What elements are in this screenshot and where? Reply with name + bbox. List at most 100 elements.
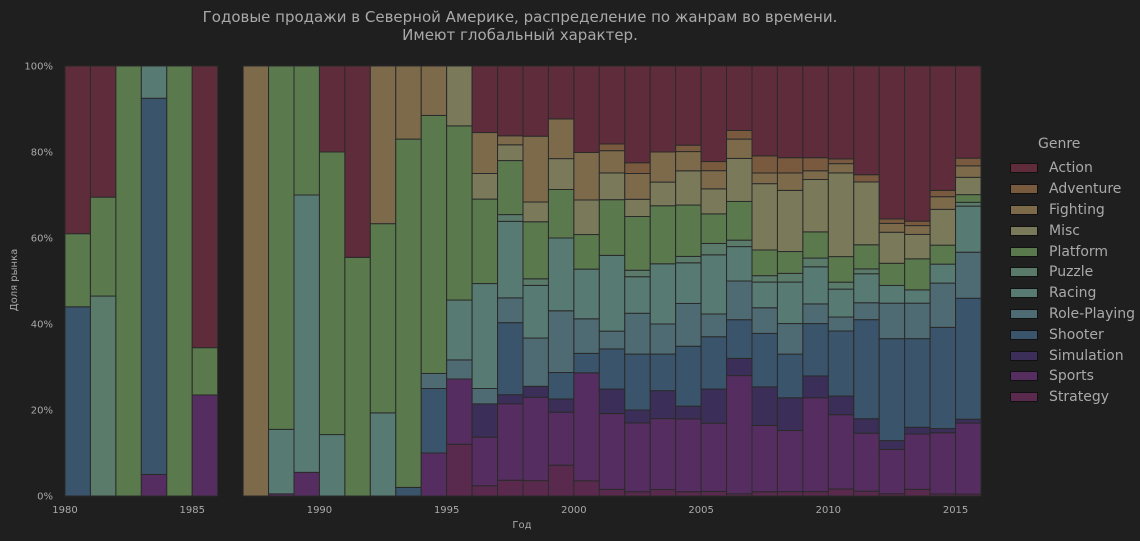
bar-segment-1983-sports [140,474,168,497]
bar-segment-1990-racing [318,434,346,497]
bar-segment-2015-shooter [955,297,982,420]
bar-segment-1996-simulation [471,403,499,438]
bar-segment-2001-sports [598,413,626,490]
bar-segment-1999-fighting [547,118,575,160]
bar-segment-2011-adventure [853,174,880,183]
legend-label-fighting: Fighting [1049,201,1105,218]
legend-label-action: Action [1049,160,1093,177]
bar-segment-2007-platform [751,249,778,277]
bar-segment-2006-adventure [726,130,753,140]
bar-segment-2007-misc [751,183,778,251]
bar-segment-1985-sports [191,394,219,497]
bar-segment-2004-shooter [675,345,702,407]
legend-swatch-fighting [1010,204,1038,215]
bar-segment-2003-sports [649,418,677,491]
bar-segment-2012-role-playing [878,302,906,340]
y-tick-20: 20% [31,406,53,417]
bar-segment-2006-action [726,65,753,131]
bar-segment-1998-sports [522,396,549,482]
bar-segment-2010-shooter [827,330,855,397]
legend-item-fighting: Fighting [1010,200,1135,221]
bar-segment-1994-platform [420,114,448,374]
bar-segment-2000-action [573,65,600,153]
bar-segment-2008-adventure [776,157,804,174]
bar-segment-1997-sports [497,403,524,481]
y-tick-80: 80% [31,148,53,159]
bar-segment-2007-strategy [751,491,778,497]
bar-segment-2015-simulation [955,418,982,424]
bar-segment-2007-simulation [751,386,778,426]
bar-segment-1999-role-playing [547,310,575,374]
y-tick-0: 0% [37,492,53,503]
bar-segment-2001-action [598,65,626,145]
bars-group [64,65,982,497]
bar-segment-2005-shooter [700,336,728,390]
bar-segment-2002-puzzle [624,269,651,278]
bar-segment-1981-action [89,65,117,198]
bar-segment-1998-platform [522,221,549,280]
bar-segment-2013-simulation [904,426,931,435]
y-axis-label: Доля рынка [9,249,20,311]
bar-segment-2003-misc [649,181,677,207]
bar-segment-1998-misc [522,201,549,223]
bar-segment-1991-platform [344,256,371,497]
bar-segment-2009-adventure [802,157,829,172]
bar-segment-2006-fighting [726,138,753,159]
bar-segment-1997-strategy [497,479,524,497]
bar-segment-2001-misc [598,172,626,201]
bar-segment-2007-action [751,65,778,157]
bar-segment-1980-platform [64,233,91,308]
bar-segment-1980-shooter [64,306,91,497]
bar-segment-1980-action [64,65,91,235]
bar-segment-2001-shooter [598,348,626,390]
bar-segment-1997-misc [497,144,524,162]
bar-segment-2013-shooter [904,338,931,428]
bar-segment-1983-shooter [140,97,168,475]
bar-segment-2002-sports [624,422,651,493]
bar-segment-2002-action [624,65,651,164]
bar-segment-1992-fighting [369,65,397,225]
bar-segment-2005-platform [700,213,728,244]
bar-segment-1995-role-playing [446,359,473,380]
bar-segment-2000-role-playing [573,318,600,354]
bar-segment-1998-simulation [522,385,549,398]
bar-segment-2010-adventure [827,158,855,165]
bar-segment-2002-simulation [624,409,651,424]
bar-segment-1985-platform [191,347,219,396]
bar-segment-1996-role-playing [471,388,499,405]
bar-segment-2002-shooter [624,353,651,411]
bar-segment-2010-fighting [827,163,855,174]
bar-segment-2012-misc [878,231,906,264]
bar-segment-1991-action [344,65,371,258]
bar-segment-2015-racing [955,205,982,253]
bar-segment-2009-role-playing [802,303,829,325]
bar-segment-2013-role-playing [904,302,931,340]
bar-segment-2004-role-playing [675,302,702,347]
bar-segment-2011-strategy [853,490,880,497]
bar-segment-2012-simulation [878,440,906,450]
bar-segment-2013-adventure [904,220,931,227]
bar-segment-2011-puzzle [853,268,880,275]
bar-segment-2004-simulation [675,405,702,420]
legend-swatch-racing [1010,288,1038,299]
bar-segment-2002-role-playing [624,312,651,355]
bar-segment-2010-platform [827,256,855,283]
bar-segment-2005-racing [700,254,728,315]
bar-segment-2014-fighting [929,196,957,210]
bar-segment-2012-action [878,65,906,220]
bar-segment-1988-platform [268,65,295,430]
bar-segment-2013-misc [904,233,931,260]
bar-segment-1981-platform [89,196,117,297]
bar-segment-2003-action [649,65,677,153]
bar-segment-2009-puzzle [802,257,829,268]
bar-segment-1997-action [497,65,524,137]
bar-segment-2003-racing [649,263,677,325]
bar-segment-2009-strategy [802,491,829,497]
bar-segment-2005-fighting [700,170,728,190]
legend-item-platform: Platform [1010,241,1135,262]
bar-segment-2001-role-playing [598,330,626,350]
bar-segment-1987-fighting [242,65,270,497]
bar-segment-1992-platform [369,223,397,414]
legend-item-strategy: Strategy [1010,387,1135,408]
bar-segment-2008-racing [776,281,804,325]
